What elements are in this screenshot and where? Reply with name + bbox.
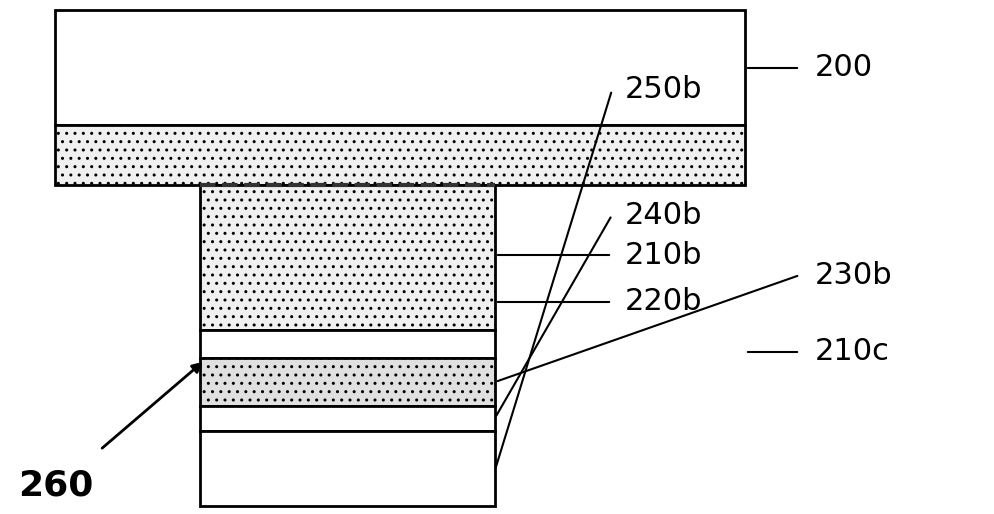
Text: 240b: 240b — [625, 200, 703, 229]
Text: 200: 200 — [815, 53, 873, 83]
Text: 210c: 210c — [815, 338, 890, 366]
Text: 250b: 250b — [625, 76, 703, 104]
Bar — [55, 125, 745, 185]
Bar — [200, 406, 495, 431]
Bar — [200, 431, 495, 506]
Text: 260: 260 — [18, 468, 93, 502]
Text: 230b: 230b — [815, 261, 893, 289]
Bar — [200, 185, 495, 330]
Bar — [200, 358, 495, 406]
Bar — [200, 330, 495, 358]
Text: 220b: 220b — [625, 287, 703, 317]
Bar — [55, 10, 745, 125]
Text: 210b: 210b — [625, 241, 703, 269]
